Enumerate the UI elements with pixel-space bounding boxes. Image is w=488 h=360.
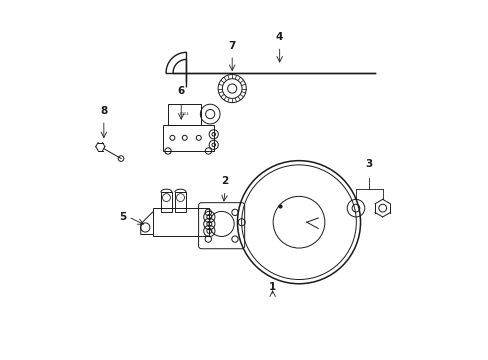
Text: 2: 2 bbox=[221, 176, 228, 186]
Bar bbox=[153, 208, 209, 236]
Text: 5: 5 bbox=[119, 212, 126, 222]
Text: 6: 6 bbox=[177, 86, 184, 96]
Text: 4: 4 bbox=[275, 32, 283, 42]
Bar bbox=[168, 104, 201, 125]
Bar bbox=[163, 125, 213, 151]
Bar bbox=[161, 192, 172, 212]
Bar bbox=[175, 192, 186, 212]
Text: 3: 3 bbox=[365, 159, 372, 170]
Text: 7: 7 bbox=[228, 41, 235, 51]
Text: 8: 8 bbox=[100, 105, 107, 116]
Text: 1: 1 bbox=[268, 282, 276, 292]
Text: FULL: FULL bbox=[180, 112, 189, 116]
